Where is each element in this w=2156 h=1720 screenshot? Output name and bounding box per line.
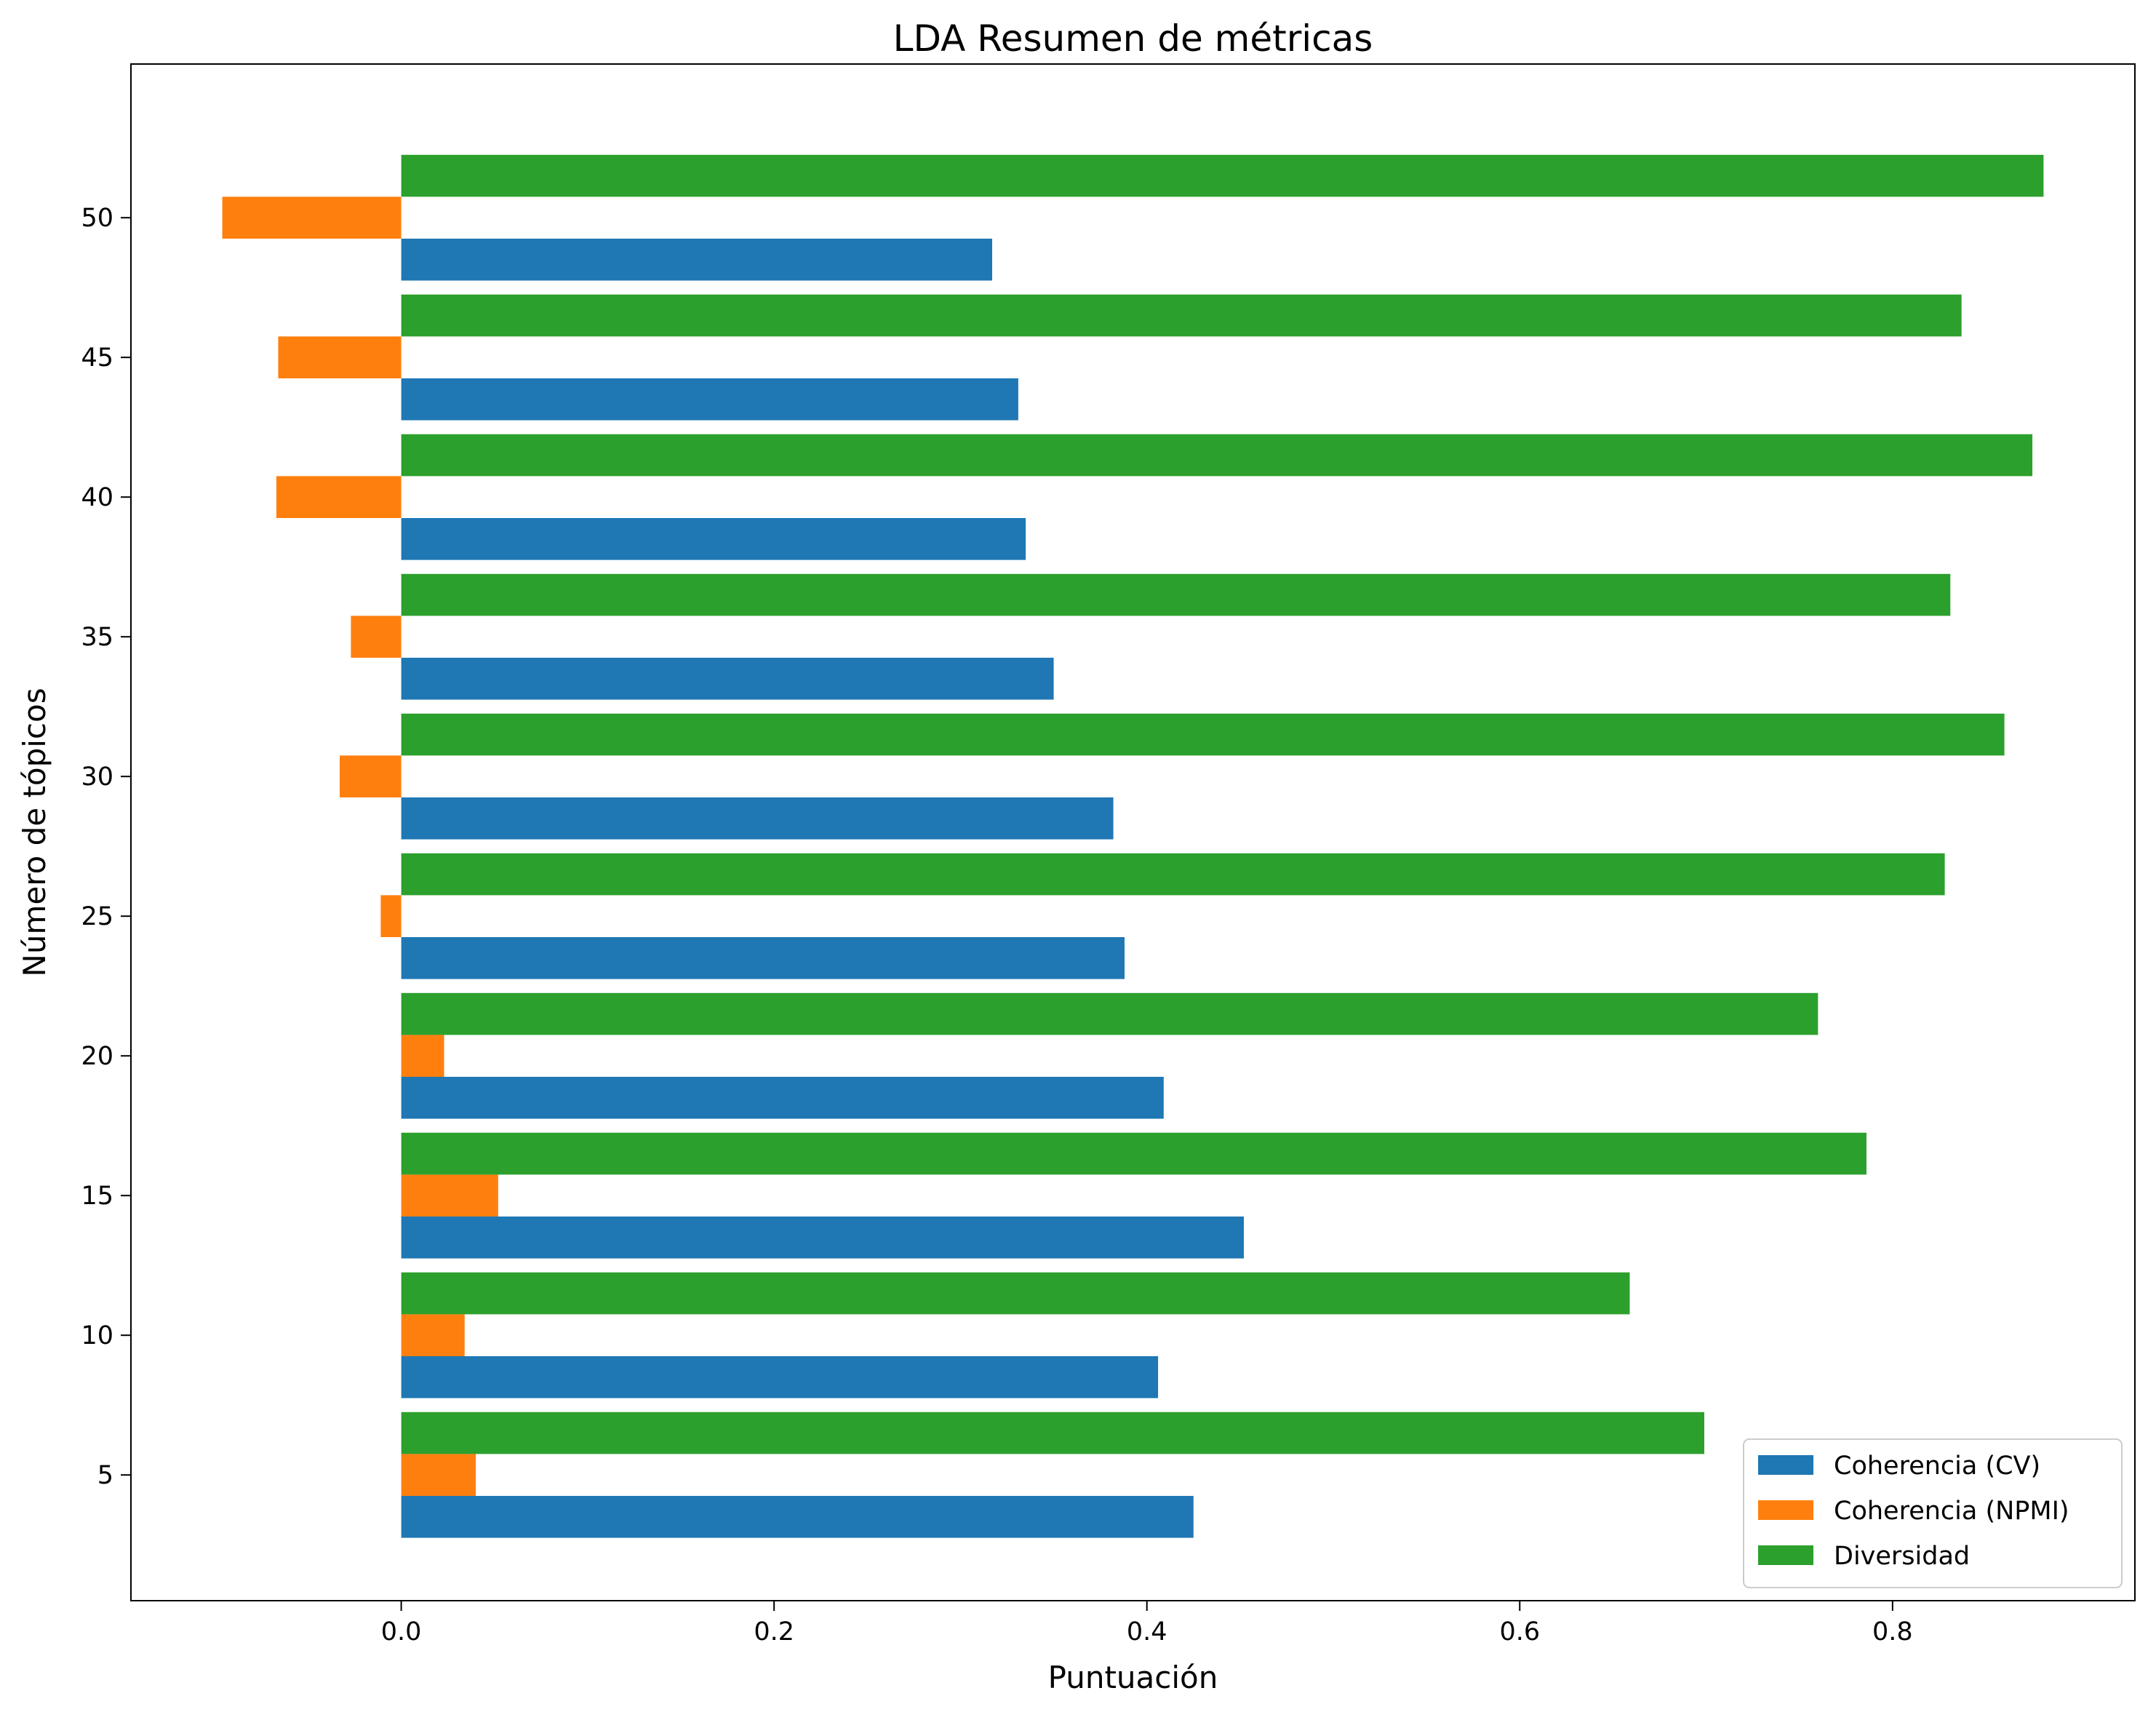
- legend: Coherencia (CV) Coherencia (NPMI) Diversid…: [1743, 1438, 2123, 1588]
- y-tick-label: 40: [81, 483, 113, 512]
- legend-label: Coherencia (CV): [1834, 1452, 2040, 1481]
- x-tick-label: 0.2: [754, 1617, 794, 1647]
- legend-swatch: [1758, 1545, 1813, 1565]
- bar-3-10: [401, 1272, 1630, 1315]
- y-axis-label: Número de tópicos: [17, 688, 52, 976]
- bar-3-30: [401, 713, 2005, 756]
- bar-1-35: [401, 658, 1054, 700]
- bar-1-10: [401, 1356, 1159, 1398]
- y-tick-label: 45: [81, 343, 113, 373]
- bar-1-45: [401, 378, 1018, 421]
- bar-3-15: [401, 1132, 1866, 1175]
- legend-label: Coherencia (NPMI): [1834, 1497, 2069, 1526]
- chart-title: LDA Resumen de métricas: [893, 17, 1373, 60]
- bar-3-35: [401, 573, 1951, 616]
- bar-2-45: [278, 336, 402, 378]
- y-tick-label: 10: [81, 1321, 113, 1350]
- bar-1-30: [401, 797, 1114, 840]
- y-tick-label: 35: [81, 623, 113, 652]
- bar-2-40: [276, 476, 402, 518]
- bar-1-5: [401, 1496, 1194, 1538]
- bars-layer: [222, 154, 2044, 1538]
- x-axis-label: Puntuación: [1048, 1660, 1218, 1695]
- legend-label: Diversidad: [1834, 1542, 1970, 1571]
- bar-3-45: [401, 294, 1962, 337]
- bar-2-50: [222, 196, 402, 239]
- bar-1-50: [401, 239, 993, 281]
- bar-1-40: [401, 518, 1026, 560]
- bar-1-20: [401, 1077, 1164, 1119]
- bar-2-10: [401, 1314, 465, 1356]
- bar-2-20: [401, 1035, 444, 1077]
- x-axis-ticks: 0.0 0.2 0.4 0.6 0.8: [381, 1601, 1913, 1647]
- bar-3-25: [401, 853, 1945, 896]
- bar-2-5: [401, 1454, 476, 1496]
- bar-3-20: [401, 992, 1818, 1035]
- bar-1-25: [401, 937, 1125, 979]
- bar-2-25: [380, 895, 402, 937]
- y-tick-label: 30: [81, 763, 113, 792]
- bar-1-15: [401, 1217, 1244, 1259]
- x-tick-label: 0.8: [1872, 1617, 1913, 1647]
- x-tick-label: 0.0: [381, 1617, 422, 1647]
- legend-box: [1743, 1438, 2123, 1588]
- y-tick-label: 20: [81, 1042, 113, 1071]
- x-tick-label: 0.4: [1127, 1617, 1167, 1647]
- bar-3-50: [401, 154, 2044, 197]
- y-tick-label: 5: [97, 1461, 113, 1490]
- bar-2-15: [401, 1174, 498, 1217]
- y-axis-ticks: 5 10 15 20 25 30 35 40 45 50: [81, 204, 131, 1490]
- bar-3-40: [401, 434, 2033, 477]
- y-tick-label: 25: [81, 902, 113, 931]
- plot-frame: [130, 63, 2136, 1601]
- bar-2-35: [351, 616, 402, 658]
- x-tick-label: 0.6: [1499, 1617, 1540, 1647]
- y-tick-label: 50: [81, 204, 113, 233]
- legend-swatch: [1758, 1455, 1813, 1475]
- bar-2-30: [340, 755, 402, 797]
- y-tick-label: 15: [81, 1182, 113, 1211]
- legend-swatch: [1758, 1500, 1813, 1520]
- bar-3-5: [401, 1412, 1704, 1454]
